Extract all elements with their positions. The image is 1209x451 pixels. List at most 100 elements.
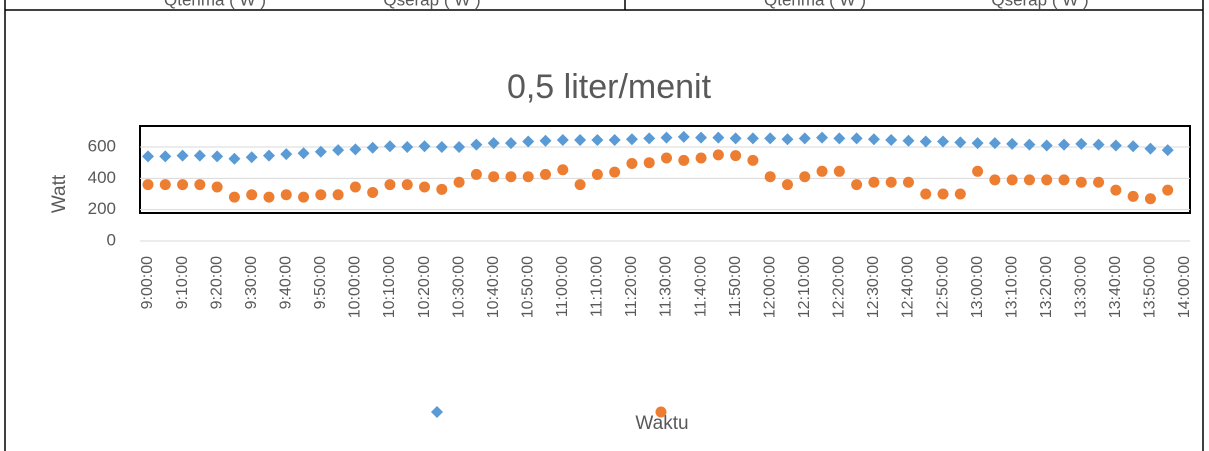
point [591,133,604,146]
y-axis-title: Watt [49,174,70,213]
header-cell: Qserap ( W ) [991,0,1088,9]
point [349,181,361,193]
point [678,154,690,166]
x-axis-title: Waktu [635,413,688,434]
point [868,176,880,188]
x-tick-label: 12:30:00 [865,256,882,318]
point [453,141,466,154]
point [781,179,793,191]
point [1144,193,1156,205]
x-tick-label: 9:30:00 [243,256,260,309]
point [712,149,724,161]
y-tick-label: 600 [88,137,116,156]
point [332,144,345,157]
point [245,151,258,164]
point [730,150,742,162]
point [626,157,638,169]
point [799,171,811,183]
point [142,150,154,163]
x-tick-label: 10:00:00 [347,256,364,318]
point [954,136,967,149]
point [816,131,829,144]
point [522,171,534,183]
x-tick-label: 13:10:00 [1003,256,1020,318]
x-tick-label: 11:40:00 [692,256,709,317]
point [315,189,327,201]
point [920,188,932,200]
point [989,174,1001,186]
x-tick-label: 12:50:00 [934,256,951,318]
point [504,137,517,150]
plot-frame [139,125,1191,214]
point [1110,184,1122,196]
point [1144,142,1157,155]
point [746,132,759,145]
x-tick-label: 10:10:00 [381,256,398,318]
point [1058,138,1071,151]
point [643,157,655,169]
point [798,132,811,145]
x-tick-label: 9:00:00 [139,256,156,309]
point [1127,140,1140,153]
y-tick-label: 400 [88,168,116,187]
header-cell: Qterima ( W ) [764,0,866,9]
point [332,189,344,201]
point [972,165,984,177]
point [314,145,327,158]
point [609,166,621,178]
chart-title: 0,5 liter/menit [507,68,712,106]
point [505,171,517,183]
point [367,186,379,198]
point [211,181,223,193]
point [211,150,224,163]
point [349,143,362,156]
point [1006,174,1018,186]
point [1023,138,1036,151]
point [833,132,846,145]
x-tick-label: 9:50:00 [312,256,329,309]
point [608,133,621,146]
point [781,133,794,146]
y-tick-label: 200 [88,199,116,218]
point [228,152,241,165]
x-tick-label: 14:00:00 [1176,256,1193,318]
point [470,168,482,180]
x-tick-label: 11:30:00 [658,256,675,317]
point [1040,139,1053,152]
y-tick-label: 0 [107,230,116,249]
point [193,149,206,162]
point [487,137,500,150]
point [988,137,1001,150]
x-tick-label: 13:50:00 [1142,256,1159,318]
point [643,132,656,145]
point [488,171,500,183]
point [142,179,154,191]
point [453,176,465,188]
point [177,179,189,191]
point [833,165,845,177]
legend [431,406,667,418]
point [1075,137,1088,150]
x-tick-label: 11:20:00 [623,256,640,317]
point [419,181,431,193]
point [591,168,603,180]
point [919,135,932,148]
x-tick-label: 10:30:00 [450,256,467,318]
point [885,133,898,146]
point [747,154,759,166]
point [366,141,379,154]
point [435,141,448,154]
point [263,191,275,203]
point [176,149,189,162]
x-tick-label: 11:00:00 [554,256,571,317]
x-tick-label: 12:00:00 [761,256,778,318]
point [816,165,828,177]
point [556,133,569,146]
point [954,188,966,200]
point [401,141,414,154]
point [712,131,725,144]
x-tick-label: 13:20:00 [1038,256,1055,318]
point [228,191,240,203]
point [937,135,950,148]
point [902,134,915,147]
